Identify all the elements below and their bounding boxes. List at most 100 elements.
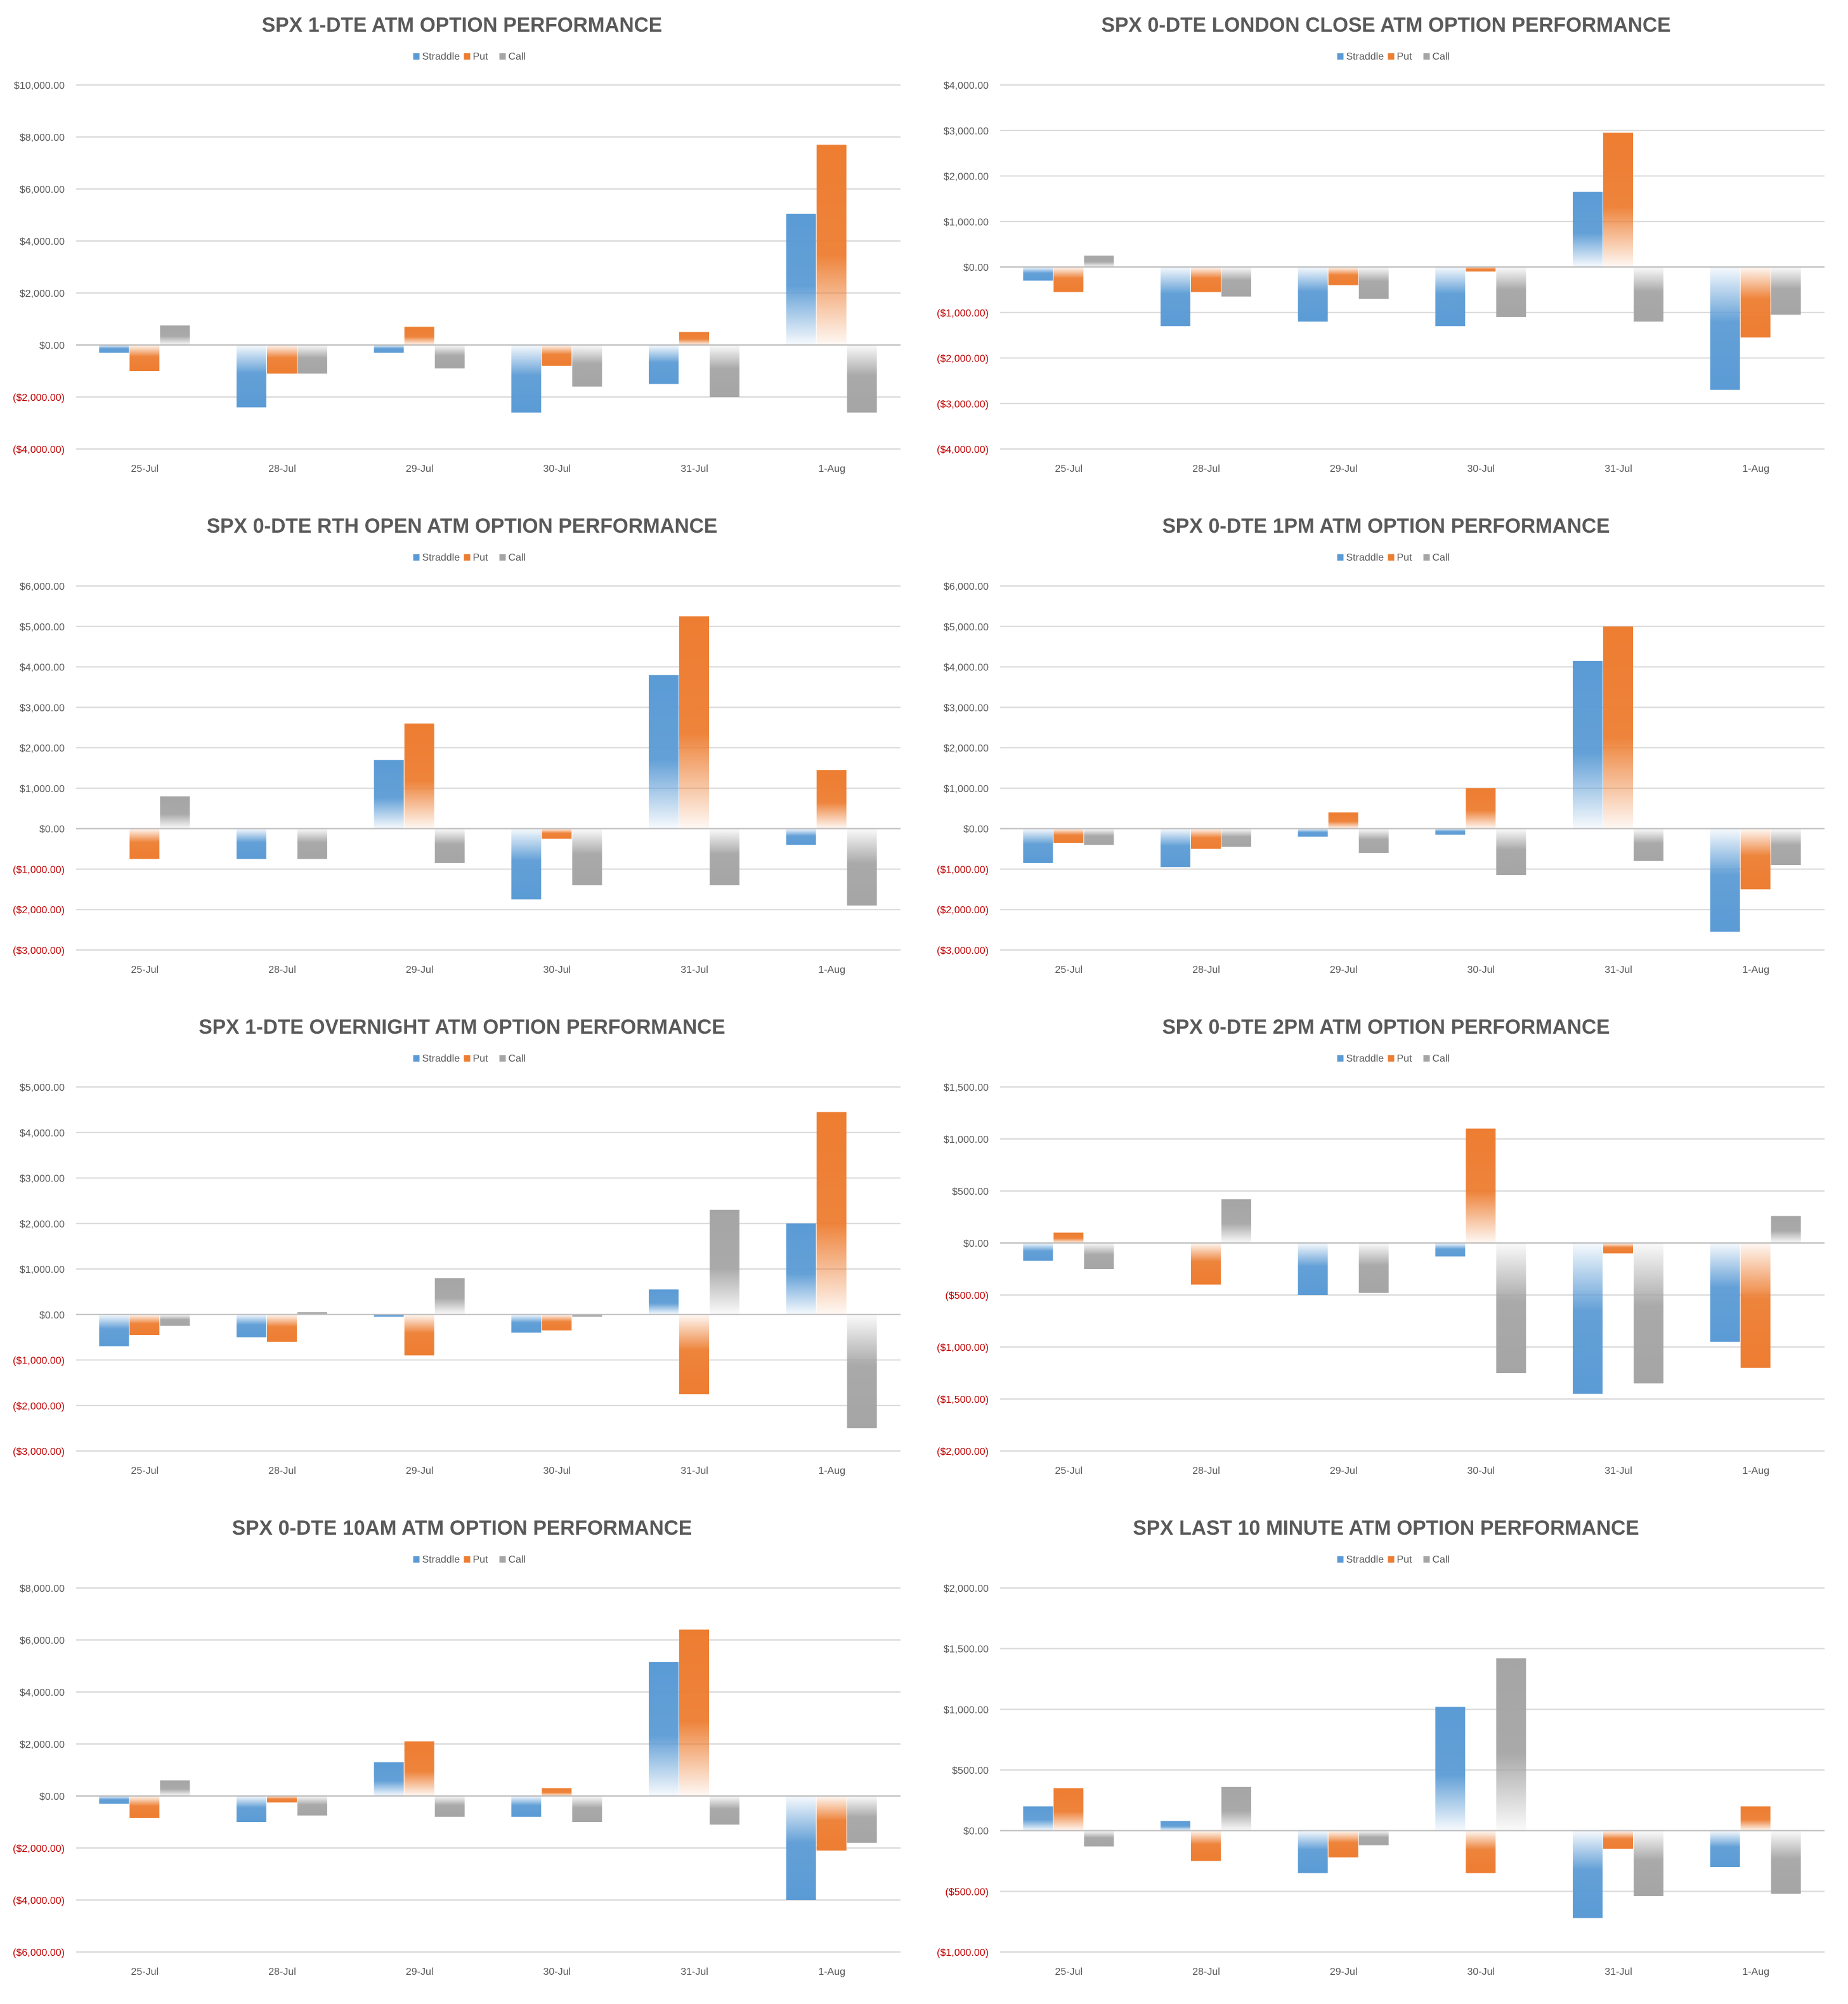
y-tick-label: $0.00: [963, 263, 989, 273]
y-tick-label: $2,000.00: [20, 1219, 65, 1230]
bar-straddle-1-aug: [1710, 828, 1740, 932]
bar-put-30-jul: [1466, 1830, 1496, 1873]
bar-call-1-aug: [847, 1314, 877, 1429]
legend-swatch-straddle: [1337, 1055, 1344, 1062]
y-tick-label: $2,000.00: [20, 743, 65, 754]
bar-put-25-jul: [129, 345, 160, 371]
bar-call-1-aug: [1771, 267, 1801, 315]
x-tick-label: 31-Jul: [680, 965, 708, 975]
bar-call-31-jul: [710, 828, 739, 885]
bar-straddle-30-jul: [511, 1314, 542, 1333]
y-tick-label: $6,000.00: [944, 582, 989, 592]
bar-straddle-30-jul: [511, 1796, 542, 1817]
legend-swatch-call: [499, 53, 506, 60]
bar-call-29-jul: [434, 828, 465, 863]
y-tick-label: $6,000.00: [20, 185, 65, 195]
y-tick-label: $1,000.00: [944, 1705, 989, 1715]
bar-straddle-29-jul: [374, 1314, 404, 1317]
x-tick-label: 25-Jul: [131, 1466, 159, 1476]
y-tick-label: $1,000.00: [944, 784, 989, 795]
bar-straddle-31-jul: [649, 1662, 679, 1796]
bar-straddle-1-aug: [1710, 267, 1740, 390]
bar-put-31-jul: [679, 616, 709, 829]
x-tick-label: 1-Aug: [1742, 464, 1769, 474]
x-tick-label: 30-Jul: [543, 464, 571, 474]
bar-put-30-jul: [1466, 1128, 1496, 1243]
x-tick-label: 29-Jul: [1330, 965, 1358, 975]
bar-straddle-29-jul: [1298, 828, 1328, 837]
chart-svg: SPX 0-DTE LONDON CLOSE ATM OPTION PERFOR…: [937, 13, 1825, 474]
x-tick-label: 30-Jul: [543, 1967, 571, 1977]
y-tick-label: ($3,000.00): [13, 1447, 65, 1457]
y-tick-label: $10,000.00: [14, 81, 65, 91]
bar-put-31-jul: [679, 332, 709, 345]
bar-call-25-jul: [160, 325, 190, 345]
y-tick-label: ($2,000.00): [13, 393, 65, 403]
bar-call-31-jul: [1634, 828, 1663, 861]
bar-call-30-jul: [1496, 1658, 1526, 1831]
chart-title: SPX 0-DTE 2PM ATM OPTION PERFORMANCE: [1162, 1015, 1610, 1038]
bar-call-29-jul: [434, 1796, 465, 1817]
bar-straddle-1-aug: [786, 213, 816, 345]
x-tick-label: 25-Jul: [1055, 464, 1083, 474]
y-tick-label: ($1,000.00): [937, 864, 989, 875]
bar-call-30-jul: [1496, 828, 1526, 876]
y-tick-label: $4,000.00: [944, 81, 989, 91]
legend-label-straddle: Straddle: [422, 51, 460, 62]
y-tick-label: ($2,000.00): [13, 905, 65, 916]
chart-svg: SPX 0-DTE 10AM ATM OPTION PERFORMANCE Str…: [13, 1516, 901, 1977]
bar-straddle-31-jul: [649, 675, 679, 829]
chart-grid: SPX 1-DTE ATM OPTION PERFORMANCE Straddle…: [0, 13, 1848, 1977]
legend-swatch-straddle: [1337, 554, 1344, 561]
y-tick-label: $0.00: [39, 1792, 65, 1802]
y-tick-label: $1,000.00: [944, 1135, 989, 1145]
legend-label-call: Call: [1433, 51, 1450, 62]
bar-straddle-28-jul: [1161, 828, 1190, 868]
legend-label-put: Put: [473, 51, 489, 62]
bar-put-30-jul: [1466, 788, 1496, 829]
chart-2pm: SPX 0-DTE 2PM ATM OPTION PERFORMANCE Stra…: [924, 1002, 1848, 1503]
x-tick-label: 31-Jul: [1604, 1967, 1632, 1977]
y-tick-label: $5,000.00: [20, 1083, 65, 1093]
bar-put-25-jul: [129, 828, 160, 859]
bar-call-1-aug: [847, 345, 877, 413]
bar-straddle-30-jul: [1435, 828, 1466, 835]
y-tick-label: $6,000.00: [20, 582, 65, 592]
bar-call-25-jul: [160, 796, 190, 829]
y-tick-label: $2,000.00: [944, 743, 989, 754]
bar-straddle-28-jul: [1161, 267, 1190, 327]
y-tick-label: $3,000.00: [20, 1174, 65, 1185]
y-tick-label: $0.00: [39, 1310, 65, 1321]
chart-title: SPX 0-DTE 1PM ATM OPTION PERFORMANCE: [1162, 514, 1610, 537]
x-tick-label: 30-Jul: [543, 1466, 571, 1476]
chart-title: SPX 0-DTE LONDON CLOSE ATM OPTION PERFOR…: [1102, 13, 1671, 36]
x-tick-label: 31-Jul: [680, 1466, 708, 1476]
chart-overnight: SPX 1-DTE OVERNIGHT ATM OPTION PERFORMAN…: [0, 1002, 924, 1503]
chart-svg: SPX 0-DTE 2PM ATM OPTION PERFORMANCE Stra…: [937, 1015, 1825, 1476]
bar-straddle-31-jul: [1573, 660, 1603, 829]
y-tick-label: $8,000.00: [20, 1584, 65, 1594]
bar-straddle-31-jul: [1573, 1243, 1603, 1394]
legend-label-call: Call: [509, 552, 526, 563]
legend-label-straddle: Straddle: [1346, 552, 1384, 563]
x-tick-label: 1-Aug: [1742, 1967, 1769, 1977]
bar-put-1-aug: [1740, 267, 1771, 338]
bar-put-1-aug: [816, 770, 847, 829]
bar-put-29-jul: [404, 327, 434, 345]
legend-label-call: Call: [1433, 552, 1450, 563]
bar-call-29-jul: [1358, 828, 1389, 853]
bar-put-25-jul: [129, 1796, 160, 1818]
x-tick-label: 29-Jul: [1330, 1466, 1358, 1476]
bar-straddle-31-jul: [1573, 1830, 1603, 1918]
chart-rth-open: SPX 0-DTE RTH OPEN ATM OPTION PERFORMANC…: [0, 501, 924, 1002]
bar-call-28-jul: [1221, 828, 1251, 847]
y-tick-label: $5,000.00: [20, 622, 65, 633]
x-tick-label: 30-Jul: [1467, 965, 1495, 975]
legend-swatch-call: [499, 554, 506, 561]
bar-put-28-jul: [1191, 1830, 1221, 1861]
bar-straddle-30-jul: [1435, 1243, 1466, 1257]
y-tick-label: $4,000.00: [20, 663, 65, 673]
bar-call-29-jul: [434, 1278, 465, 1315]
bar-put-28-jul: [267, 1314, 297, 1342]
legend-label-call: Call: [509, 1554, 526, 1565]
